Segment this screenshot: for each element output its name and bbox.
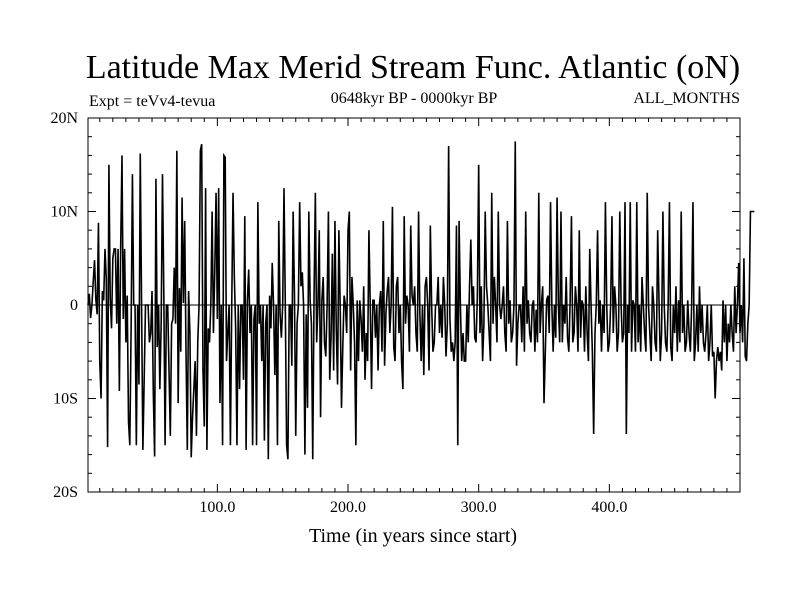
axes: 100.0 200.0 300.0 400.0 20N 10N 0 10S 20S: [50, 110, 741, 516]
time-range-label: 0648kyr BP - 0000kyr BP: [331, 90, 498, 107]
experiment-label: Expt = teVv4-tevua: [89, 93, 215, 110]
chart-title: Latitude Max Merid Stream Func. Atlantic…: [86, 49, 740, 86]
y-tick-label: 10S: [53, 391, 78, 408]
plot-area: [87, 141, 755, 460]
x-axis-title: Time (in years since start): [309, 525, 517, 547]
x-tick-label: 100.0: [199, 499, 235, 516]
y-tick-label: 20S: [53, 484, 78, 501]
x-tick-label: 300.0: [461, 499, 497, 516]
series-line-0: [87, 141, 755, 460]
months-label: ALL_MONTHS: [633, 90, 740, 107]
y-tick-label: 0: [70, 297, 78, 314]
y-tick-label: 10N: [50, 204, 78, 221]
y-tick-label: 20N: [50, 110, 78, 127]
x-tick-label: 400.0: [591, 499, 627, 516]
x-tick-label: 200.0: [330, 499, 366, 516]
